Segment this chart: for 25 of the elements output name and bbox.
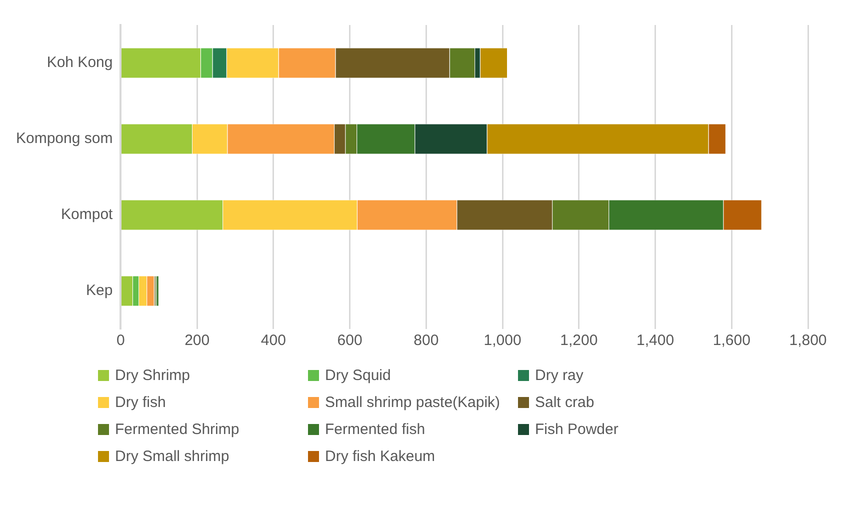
legend-label: Fish Powder — [535, 421, 618, 438]
x-tick-label: 800 — [414, 332, 439, 350]
x-tick-label: 400 — [260, 332, 286, 350]
legend-label: Dry fish Kakeum — [325, 448, 436, 465]
legend-label: Dry ray — [535, 367, 584, 384]
x-tick-label: 200 — [184, 332, 210, 350]
x-tick-label: 1,800 — [789, 332, 827, 350]
x-tick-label: 0 — [116, 332, 125, 350]
legend-label: Dry Squid — [325, 367, 391, 384]
y-tick-label: Kep — [86, 282, 113, 300]
legend-label: Fermented Shrimp — [115, 421, 240, 438]
legend-label: Small shrimp paste(Kapik) — [325, 394, 500, 411]
x-tick-label: 1,400 — [636, 332, 674, 350]
legend-label: Salt crab — [535, 394, 594, 411]
legend-label: Dry Small shrimp — [115, 448, 230, 465]
x-tick-label: 1,200 — [560, 332, 598, 350]
x-tick-label: 1,600 — [712, 332, 750, 350]
y-tick-label: Koh Kong — [46, 54, 113, 72]
y-tick-label: Kompong som — [16, 130, 113, 148]
legend-label: Dry fish — [115, 394, 166, 411]
legend-label: Fermented fish — [325, 421, 426, 438]
legend-label: Dry Shrimp — [115, 367, 190, 384]
x-tick-label: 1,000 — [484, 332, 522, 350]
y-tick-label: Kompot — [61, 206, 114, 224]
x-tick-label: 600 — [337, 332, 362, 350]
